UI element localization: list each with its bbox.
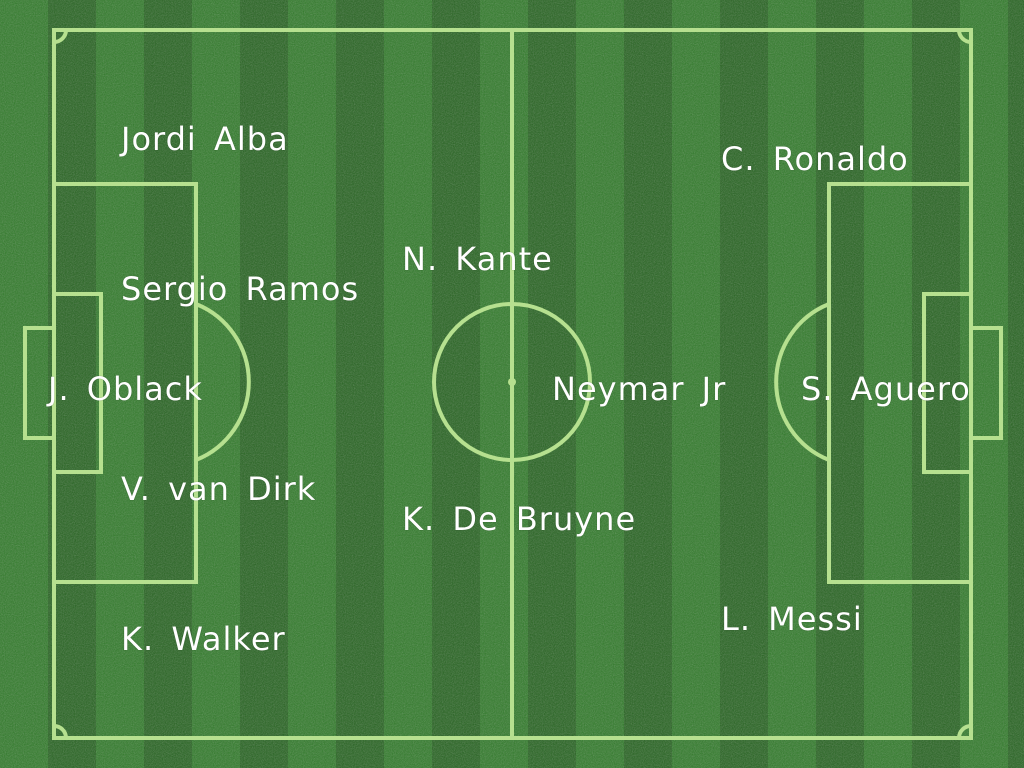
player-label: L. Messi	[721, 600, 863, 638]
player-label: Neymar Jr	[552, 370, 727, 408]
player-label: C. Ronaldo	[721, 140, 909, 178]
center-circle	[432, 302, 592, 462]
player-label: N. Kante	[402, 240, 553, 278]
player-label: V. van Dirk	[121, 470, 317, 508]
center-spot	[508, 378, 516, 386]
right-goal	[969, 326, 1003, 440]
left-penalty-arc	[195, 302, 251, 462]
right-penalty-arc	[774, 302, 830, 462]
corner-arc-top-right	[957, 29, 972, 44]
player-label: K. De Bruyne	[402, 500, 637, 538]
player-label: K. Walker	[121, 620, 286, 658]
player-label: S. Aguero	[801, 370, 971, 408]
corner-arc-bottom-left	[53, 724, 68, 739]
corner-arc-bottom-right	[957, 724, 972, 739]
player-label: Sergio Ramos	[121, 270, 360, 308]
player-label: J. Oblack	[48, 370, 203, 408]
corner-arc-top-left	[53, 29, 68, 44]
left-goal	[23, 326, 56, 440]
player-label: Jordi Alba	[121, 120, 289, 158]
